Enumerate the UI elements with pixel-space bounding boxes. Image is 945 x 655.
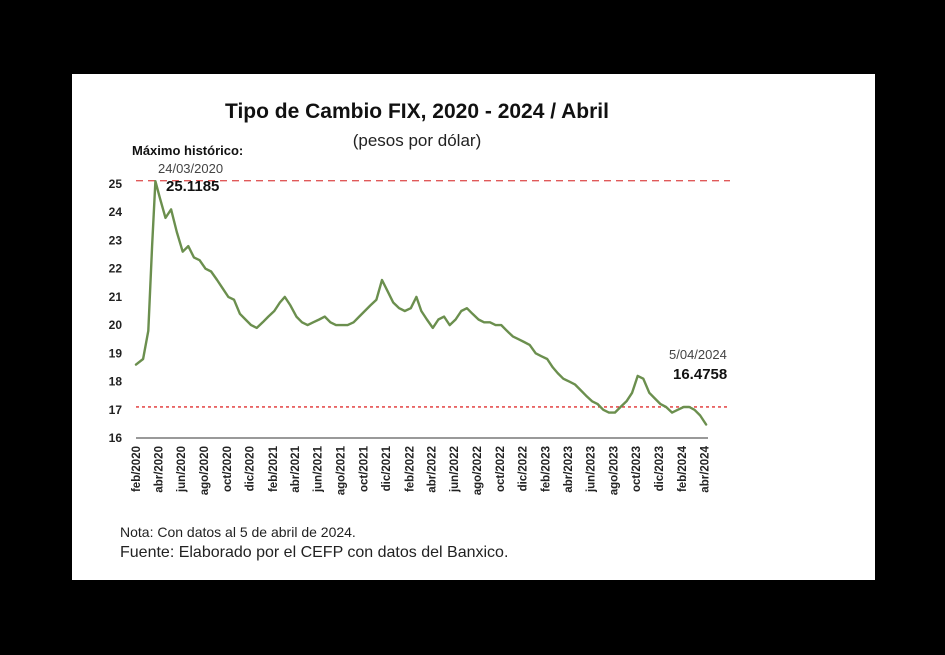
x-tick-label: abr/2020	[153, 446, 165, 493]
x-tick-label: oct/2022	[495, 446, 507, 492]
x-tick-label: dic/2020	[245, 446, 257, 491]
x-tick-label: dic/2021	[381, 445, 393, 491]
x-tick-label: jun/2021	[313, 445, 325, 493]
x-tick-label: jun/2022	[449, 446, 461, 493]
max-annotation-date: 24/03/2020	[158, 161, 223, 176]
x-tick-label: abr/2023	[563, 446, 575, 493]
chart-subtitle: (pesos por dólar)	[353, 131, 482, 150]
last-annotation-date: 5/04/2024	[669, 347, 727, 362]
chart-note: Nota: Con datos al 5 de abril de 2024.	[120, 524, 356, 540]
x-tick-label: ago/2023	[608, 446, 620, 495]
reference-lines	[136, 179, 730, 408]
x-axis: feb/2020 abr/2020 jun/2020 ago/2020 oct/2020…	[131, 437, 712, 495]
x-tick-label: oct/2023	[631, 446, 643, 492]
x-tick-label: abr/2021	[290, 445, 302, 492]
x-tick-label: feb/2024	[677, 445, 689, 492]
y-tick-label: 24	[109, 205, 123, 219]
y-axis: 16 17 18 19 20 21 22 23 24 25	[109, 177, 123, 445]
x-tick-label: feb/2023	[541, 446, 553, 492]
max-annotation-value: 25.1185	[166, 178, 219, 195]
x-tick-label: dic/2023	[654, 446, 666, 491]
chart-svg: Tipo de Cambio FIX, 2020 - 2024 / Abril …	[109, 100, 730, 495]
chart-card: Tipo de Cambio FIX, 2020 - 2024 / Abril …	[72, 74, 875, 580]
x-tick-label: feb/2021	[268, 445, 280, 492]
y-tick-label: 22	[109, 262, 123, 276]
x-tick-label: feb/2022	[404, 446, 416, 492]
y-tick-label: 25	[109, 177, 123, 191]
chart-title: Tipo de Cambio FIX, 2020 - 2024 / Abril	[225, 100, 609, 123]
x-tick-label: feb/2020	[131, 446, 143, 492]
series-group	[134, 179, 708, 426]
x-tick-label: abr/2022	[426, 446, 438, 493]
chart-source: Fuente: Elaborado por el CEFP con datos …	[120, 544, 509, 561]
y-tick-label: 21	[109, 290, 123, 304]
x-tick-label: abr/2024	[700, 445, 712, 492]
last-annotation-value: 16.4758	[673, 366, 727, 383]
x-tick-label: jun/2023	[586, 446, 598, 493]
y-tick-label: 23	[109, 233, 123, 247]
x-tick-label: ago/2020	[199, 446, 211, 495]
y-tick-label: 17	[109, 403, 123, 417]
y-tick-label: 20	[109, 318, 123, 332]
x-tick-label: ago/2022	[472, 446, 484, 495]
x-tick-label: dic/2022	[518, 446, 530, 491]
x-tick-label: ago/2021	[335, 445, 347, 495]
max-annotation-label: Máximo histórico:	[132, 143, 243, 158]
x-tick-label: oct/2021	[358, 445, 370, 492]
series-line-0	[134, 179, 708, 426]
y-tick-label: 16	[109, 431, 123, 445]
x-tick-label: oct/2020	[222, 446, 234, 492]
y-tick-label: 19	[109, 346, 123, 360]
y-tick-label: 18	[109, 375, 123, 389]
x-tick-label: jun/2020	[176, 446, 188, 493]
